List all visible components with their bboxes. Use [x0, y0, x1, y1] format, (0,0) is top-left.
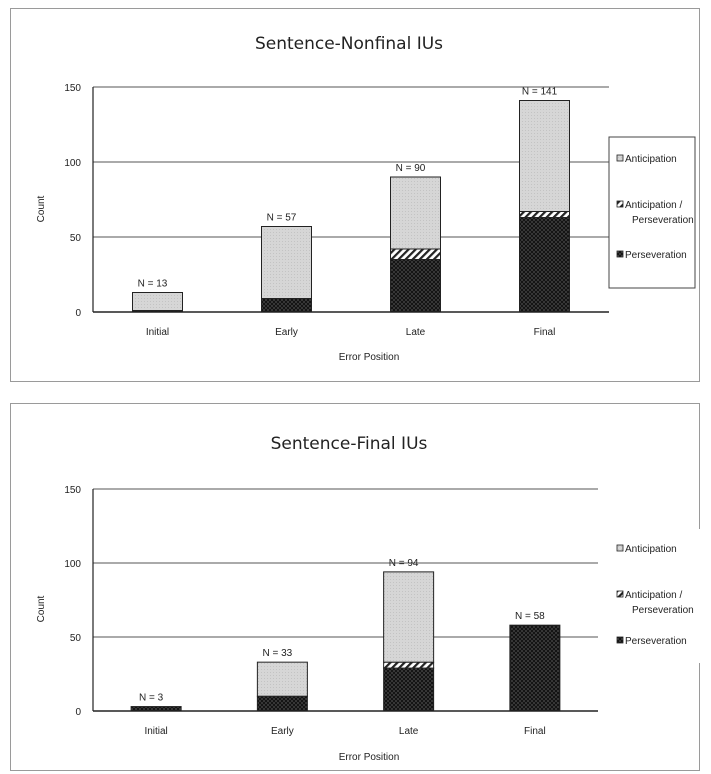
bar-segment-anticipation: [390, 176, 441, 250]
legend-swatch-mixed: [616, 200, 624, 208]
bar-total-label: N = 3: [139, 693, 164, 704]
bar-segment-anticipation: [519, 100, 570, 212]
y-axis-label: Count: [36, 195, 47, 222]
legend-label-mixed-line2: Perseveration: [632, 215, 694, 226]
x-tick-label: Initial: [146, 327, 169, 338]
legend: Anticipation Anticipation / Perseveratio…: [609, 529, 711, 663]
x-tick-label: Late: [406, 327, 426, 338]
chart-panel-final: Sentence-Final IUs N = 3 N = 33 N = 94 N = …: [10, 403, 711, 771]
legend-swatch-mixed: [616, 590, 624, 598]
legend-label-anticipation: Anticipation: [625, 154, 677, 165]
y-tick-label: 150: [64, 485, 81, 496]
legend-swatch-perseveration: [616, 250, 624, 258]
x-tick-label: Initial: [144, 726, 167, 737]
bar-total-label: N = 33: [263, 648, 293, 659]
y-tick-label: 100: [64, 158, 81, 169]
bar-total-label: N = 13: [138, 279, 168, 290]
y-tick-label: 100: [64, 559, 81, 570]
bar-segment-anticipation: [261, 226, 312, 299]
chart-title: Sentence-Nonfinal IUs: [255, 34, 443, 54]
y-tick-label: 50: [70, 633, 82, 644]
legend-swatch-anticipation: [616, 544, 624, 552]
bar-segment-perseveration: [509, 624, 561, 712]
bar-segment-mixed: [390, 248, 441, 260]
bar-total-label: N = 57: [267, 213, 297, 224]
chart-nonfinal: Sentence-Nonfinal IUs N = 13 N = 57 N = 90…: [36, 34, 696, 363]
chart-panel-nonfinal: Sentence-Nonfinal IUs N = 13 N = 57 N = 90…: [10, 8, 700, 382]
x-tick-label: Final: [524, 726, 546, 737]
legend-label-perseveration: Perseveration: [625, 250, 687, 261]
bar-total-label: N = 58: [515, 611, 545, 622]
bar-segment-perseveration: [256, 695, 308, 712]
x-axis-label: Error Position: [339, 752, 400, 763]
x-tick-label: Early: [271, 726, 294, 737]
bar-segment-perseveration: [519, 217, 570, 313]
bar-segment-perseveration: [390, 259, 441, 313]
y-tick-label: 150: [64, 83, 81, 94]
legend-label-mixed-line2: Perseveration: [632, 605, 694, 616]
chart-title: Sentence-Final IUs: [271, 434, 428, 454]
bar-segment-anticipation: [256, 661, 308, 697]
bar-segment-perseveration: [261, 298, 312, 313]
x-axis-label: Error Position: [339, 352, 400, 363]
legend-swatch-perseveration: [616, 636, 624, 644]
legend-label-mixed-line1: Anticipation /: [625, 590, 682, 601]
x-tick-label: Late: [399, 726, 419, 737]
bar-total-label: N = 94: [389, 558, 419, 569]
legend-swatch-anticipation: [616, 154, 624, 162]
bar-segment-mixed: [383, 661, 435, 669]
x-tick-label: Early: [275, 327, 298, 338]
bar-segment-anticipation: [383, 571, 435, 663]
bar-total-label: N = 141: [522, 87, 558, 98]
x-tick-label: Final: [534, 327, 556, 338]
chart-final: Sentence-Final IUs N = 3 N = 33 N = 94 N = …: [36, 434, 711, 763]
bar-segment-anticipation: [132, 292, 183, 311]
y-tick-label: 50: [70, 233, 82, 244]
bar-total-label: N = 90: [396, 163, 426, 174]
y-tick-label: 0: [75, 707, 81, 718]
legend-label-perseveration: Perseveration: [625, 636, 687, 647]
legend-label-anticipation: Anticipation: [625, 544, 677, 555]
bar-segment-mixed: [519, 211, 570, 218]
y-axis-label: Count: [36, 595, 47, 622]
legend: Anticipation Anticipation / Perseveratio…: [608, 136, 696, 289]
y-tick-label: 0: [75, 308, 81, 319]
legend-label-mixed-line1: Anticipation /: [625, 200, 682, 211]
bar-segment-perseveration: [383, 667, 435, 712]
